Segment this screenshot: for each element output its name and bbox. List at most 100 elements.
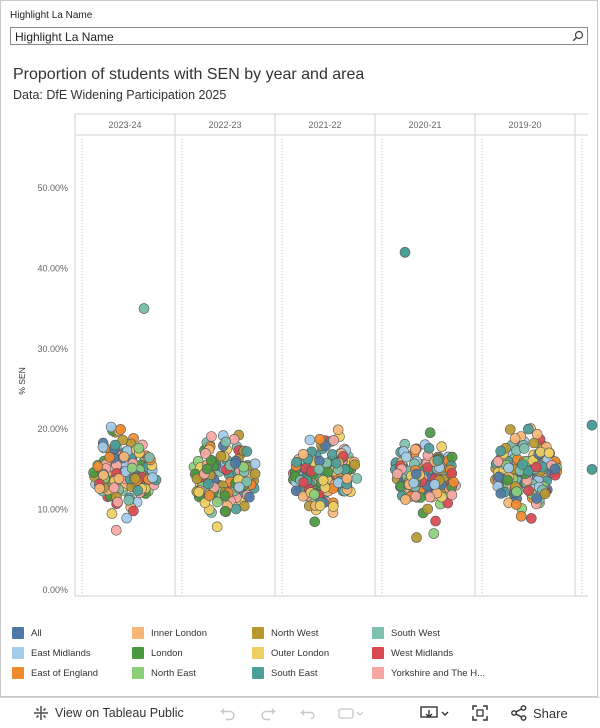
data-point bbox=[531, 428, 543, 440]
data-point bbox=[204, 490, 215, 501]
legend-swatch bbox=[372, 647, 384, 659]
data-point bbox=[203, 478, 214, 490]
share-button[interactable]: Share bbox=[511, 698, 568, 728]
data-point bbox=[326, 449, 338, 460]
legend-item[interactable]: All bbox=[12, 627, 42, 639]
data-point bbox=[313, 463, 325, 475]
data-point bbox=[492, 456, 504, 467]
share-icon bbox=[511, 705, 527, 721]
data-point bbox=[220, 436, 232, 448]
legend-swatch bbox=[372, 667, 384, 679]
data-point bbox=[104, 451, 115, 463]
data-point bbox=[291, 456, 302, 468]
data-point bbox=[448, 476, 459, 488]
undo-button[interactable] bbox=[220, 698, 236, 728]
data-point bbox=[112, 496, 123, 508]
data-point bbox=[424, 427, 436, 439]
outlier-point bbox=[138, 303, 150, 314]
highlight-search-input[interactable] bbox=[11, 29, 555, 45]
data-point bbox=[290, 485, 302, 497]
data-point bbox=[317, 474, 329, 486]
legend-swatch bbox=[132, 647, 144, 659]
data-point bbox=[129, 473, 141, 484]
data-point bbox=[330, 457, 342, 469]
pause-icon bbox=[338, 708, 364, 719]
legend-label: South East bbox=[271, 667, 318, 679]
data-point bbox=[410, 468, 422, 480]
column-points-2022-23 bbox=[188, 429, 261, 533]
data-point bbox=[539, 488, 551, 500]
data-point bbox=[98, 469, 109, 481]
data-point bbox=[410, 444, 421, 455]
highlight-filter[interactable] bbox=[10, 27, 588, 45]
data-point bbox=[410, 490, 422, 502]
legend-swatch bbox=[252, 647, 264, 659]
column-header: 2021-22 bbox=[308, 120, 341, 130]
download-button[interactable] bbox=[420, 698, 450, 728]
pause-button[interactable] bbox=[338, 698, 364, 728]
column-points-2021-22 bbox=[287, 424, 363, 528]
y-tick-label: 30.00% bbox=[37, 344, 68, 354]
column-points-2023-24 bbox=[88, 421, 162, 536]
data-point bbox=[422, 503, 434, 515]
legend-item[interactable]: Inner London bbox=[132, 627, 207, 639]
data-point bbox=[495, 445, 507, 457]
data-point bbox=[424, 491, 436, 503]
legend-item[interactable]: London bbox=[132, 647, 183, 659]
data-point bbox=[549, 463, 561, 475]
data-point bbox=[108, 482, 120, 494]
column-header: 2019-20 bbox=[508, 120, 541, 130]
data-point bbox=[408, 477, 420, 489]
data-point bbox=[528, 437, 540, 449]
legend-label: London bbox=[151, 647, 183, 659]
search-icon[interactable] bbox=[572, 30, 584, 42]
legend-item[interactable]: North West bbox=[252, 627, 318, 639]
data-point bbox=[249, 468, 261, 480]
data-point bbox=[94, 483, 105, 494]
sen-strip-chart: % SEN 0.00% 10.00% 20.00% 30.00% 40.00% 50.00%… bbox=[17, 113, 598, 597]
tableau-toolbar: View on Tableau Public Share bbox=[0, 697, 600, 727]
data-point bbox=[109, 439, 121, 451]
legend-label: East of England bbox=[31, 667, 99, 679]
column-points-2019-20 bbox=[490, 423, 563, 524]
legend-swatch bbox=[12, 647, 24, 659]
data-point bbox=[241, 476, 253, 488]
legend-item[interactable]: West Midlands bbox=[372, 647, 453, 659]
legend-label: All bbox=[31, 627, 42, 639]
legend-swatch bbox=[12, 627, 24, 639]
data-point bbox=[205, 454, 217, 466]
fullscreen-button[interactable] bbox=[472, 698, 488, 728]
data-point bbox=[349, 459, 361, 471]
data-point bbox=[531, 493, 543, 504]
undo-icon bbox=[220, 708, 235, 721]
data-point bbox=[531, 461, 542, 473]
revert-button[interactable] bbox=[300, 698, 316, 728]
legend-item[interactable]: Yorkshire and The H... bbox=[372, 667, 485, 679]
legend-label: West Midlands bbox=[391, 647, 454, 659]
data-point bbox=[211, 521, 223, 533]
data-point bbox=[132, 485, 144, 496]
data-point bbox=[515, 510, 527, 522]
data-point bbox=[586, 464, 598, 475]
legend-label: North West bbox=[271, 627, 319, 639]
color-legend: All Inner London North West South West East … bbox=[12, 627, 592, 687]
data-point bbox=[117, 434, 128, 446]
legend-item[interactable]: South East bbox=[252, 667, 317, 679]
data-point bbox=[428, 528, 440, 539]
data-point bbox=[327, 501, 339, 512]
view-on-tableau-public[interactable]: View on Tableau Public bbox=[33, 698, 184, 728]
data-point bbox=[446, 489, 458, 501]
y-tick-label: 40.00% bbox=[37, 263, 68, 273]
tableau-logo-icon bbox=[34, 706, 48, 720]
data-point bbox=[351, 473, 363, 484]
redo-button[interactable] bbox=[260, 698, 276, 728]
data-point bbox=[511, 486, 522, 498]
data-point bbox=[115, 424, 126, 435]
legend-swatch bbox=[372, 627, 384, 639]
legend-item[interactable]: North East bbox=[132, 667, 196, 679]
legend-item[interactable]: East Midlands bbox=[12, 647, 91, 659]
legend-item[interactable]: South West bbox=[372, 627, 440, 639]
data-point bbox=[304, 434, 316, 446]
legend-item[interactable]: Outer London bbox=[252, 647, 329, 659]
legend-item[interactable]: East of England bbox=[12, 667, 98, 679]
